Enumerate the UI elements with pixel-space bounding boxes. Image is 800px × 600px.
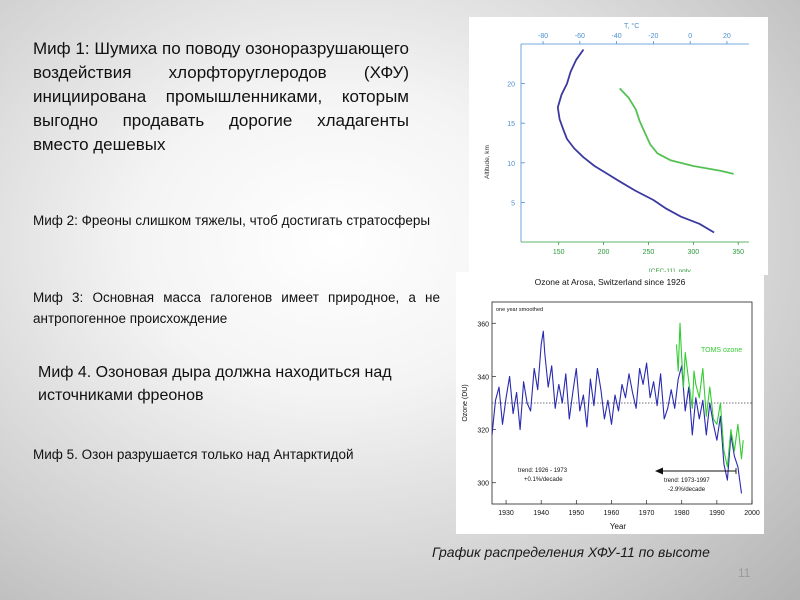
trend-early-label: trend: 1926 - 1973: [518, 468, 568, 474]
x-tick-label: 1950: [569, 510, 585, 517]
bottom-tick-label: 200: [598, 249, 610, 256]
x-tick-label: 2000: [744, 510, 760, 517]
y-tick-label: 340: [477, 374, 489, 381]
slide-number: 11: [738, 566, 751, 580]
cfc11-altitude-chart: T, °C -80 -60 -40 -20 0 20 150 200 250 300 350 [CFC-…: [469, 17, 768, 275]
y-tick-label: 5: [511, 200, 515, 207]
ozone-chart-title: Ozone at Arosa, Switzerland since 1926: [535, 277, 686, 287]
top-tick-label: -40: [612, 33, 622, 40]
arosa-ozone-svg: Ozone at Arosa, Switzerland since 1926 on…: [462, 277, 760, 531]
toms-label: TOMS ozone: [701, 347, 742, 354]
arosa-ozone-series: [491, 330, 743, 494]
x-tick-label: 1960: [604, 510, 620, 517]
myth-2: Миф 2: Фреоны слишком тяжелы, чтоб дости…: [33, 213, 431, 228]
bottom-tick-label: 250: [643, 249, 655, 256]
y-axis-label: Ozone (DU): [462, 384, 469, 421]
y-tick-label: 360: [477, 321, 489, 328]
top-tick-label: 20: [723, 33, 731, 40]
y-tick-label: 20: [507, 82, 515, 89]
arosa-ozone-chart: Ozone at Arosa, Switzerland since 1926 on…: [456, 272, 764, 534]
y-tick-label: 15: [507, 121, 515, 128]
cfc11-altitude-svg: T, °C -80 -60 -40 -20 0 20 150 200 250 300 350 [CFC-…: [484, 22, 749, 275]
myth-1-text: Шумиха по поводу озоноразрушающего возде…: [33, 39, 409, 154]
x-tick-label: 1940: [533, 510, 549, 517]
x-tick-label: 1980: [674, 510, 690, 517]
cfc11-profile-line: [619, 87, 734, 175]
myth-5: Миф 5. Озон разрушается только над Антар…: [33, 447, 354, 462]
trend-late-rate: -2.9%/decade: [668, 487, 706, 493]
top-tick-label: 0: [688, 33, 692, 40]
myth-1-label: Миф 1:: [33, 39, 90, 58]
temperature-profile-line: [556, 48, 715, 234]
chart-caption: График распределения ХФУ-11 по высоте: [432, 544, 710, 560]
myth-1: Миф 1: Шумиха по поводу озоноразрушающег…: [33, 37, 409, 157]
bottom-axis-label: [CFC-11], pptv: [649, 268, 692, 275]
top-tick-label: -60: [575, 33, 585, 40]
y-tick-label: 320: [477, 428, 489, 435]
trend-arrow-head: [655, 467, 663, 475]
bottom-tick-label: 350: [732, 249, 744, 256]
top-tick-label: -80: [538, 33, 548, 40]
x-tick-label: 1970: [639, 510, 655, 517]
y-tick-label: 10: [507, 161, 515, 168]
bottom-tick-label: 150: [553, 249, 565, 256]
trend-early-rate: +0.1%/decade: [524, 477, 563, 483]
trend-late-label: trend: 1973-1997: [664, 478, 710, 484]
toms-ozone-series: [675, 322, 744, 468]
x-axis-label: Year: [610, 522, 627, 531]
smoothing-note: one year smoothed: [496, 307, 543, 313]
y-axis-label: Altitude, km: [484, 145, 491, 179]
myth-4: Миф 4. Озоновая дыра должна находиться н…: [38, 364, 392, 404]
myth-3: Миф 3: Основная масса галогенов имеет пр…: [33, 290, 440, 326]
x-tick-label: 1930: [498, 510, 514, 517]
bottom-tick-label: 300: [688, 249, 700, 256]
top-axis-label: T, °C: [624, 22, 639, 30]
x-tick-label: 1990: [709, 510, 725, 517]
top-tick-label: -20: [648, 33, 658, 40]
y-tick-label: 300: [477, 481, 489, 488]
